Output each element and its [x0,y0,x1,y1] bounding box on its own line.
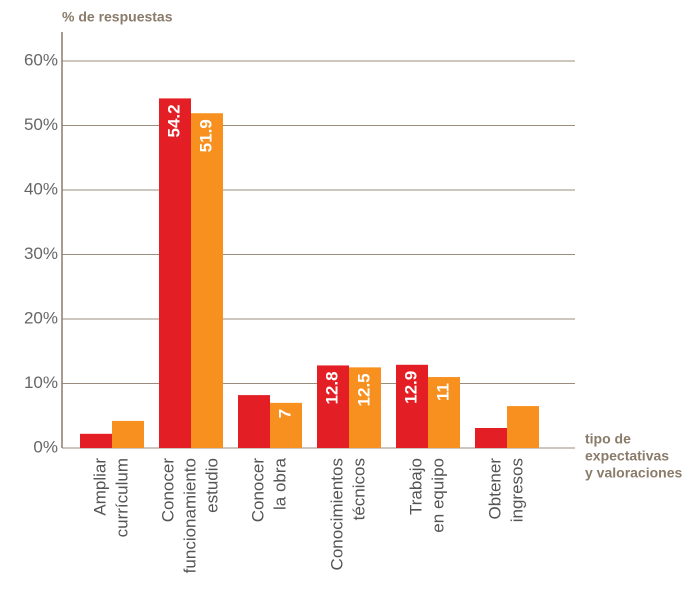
y-tick-label: 40% [24,179,58,198]
x-tick-label: currículum [112,458,131,537]
value-label: 12.9 [401,371,420,404]
x-tick-label: Trabajo [406,458,425,515]
bar [428,377,460,448]
y-tick-label: 20% [24,308,58,327]
bar [238,395,270,448]
bar [317,365,349,448]
y-axis-title: % de respuestas [62,9,173,25]
value-label: 54.2 [164,104,183,137]
bar [159,98,191,448]
bar [507,406,539,448]
y-tick-label: 30% [24,244,58,263]
value-label: 51.9 [196,119,215,152]
y-tick-label: 0% [33,437,58,456]
x-tick-label: Obtener [485,458,504,520]
x-tick-label: estudio [202,458,221,513]
y-tick-label: 10% [24,373,58,392]
x-axis-title: tipo de [585,431,631,447]
x-tick-label: Conocer [158,458,177,523]
bar [80,433,112,448]
x-tick-label: funcionamiento [180,458,199,573]
value-label: 12.5 [354,373,373,406]
x-tick-label: técnicos [349,458,368,520]
y-tick-label: 60% [24,50,58,69]
bar [396,364,428,448]
x-tick-label: en equipo [428,458,447,533]
x-tick-label: Ampliar [90,458,109,516]
value-label: 12.8 [322,371,341,404]
bar [191,113,223,449]
x-tick-label: Conocer [248,458,267,523]
bar [475,428,507,448]
bar [270,402,302,448]
value-label: 11 [433,383,452,401]
x-axis-title: expectativas [585,448,669,464]
x-axis-title: y valoraciones [585,465,682,481]
bar [349,367,381,448]
x-tick-label: ingresos [507,458,526,522]
y-tick-label: 50% [24,115,58,134]
bar [112,420,144,448]
x-tick-label: la obra [270,457,289,510]
value-label: 7 [275,409,294,418]
x-tick-label: Conocimientos [327,458,346,570]
